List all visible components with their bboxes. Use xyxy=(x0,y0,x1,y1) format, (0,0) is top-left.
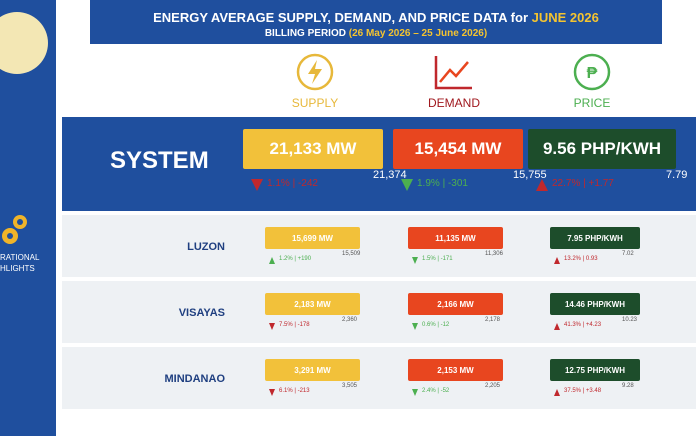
previous-value: 7.79 xyxy=(666,169,688,181)
previous-value: 11,306 xyxy=(485,251,503,257)
value-box: 2,153 MW xyxy=(408,359,503,381)
previous-value: 9.28 xyxy=(622,383,634,389)
previous-value: 10.23 xyxy=(622,317,638,323)
change-text: 0.6% | -12 xyxy=(422,322,450,328)
change-text: 1.1% | -242 xyxy=(267,178,318,189)
trend-arrow xyxy=(412,389,418,396)
change-text: 37.5% | +3.48 xyxy=(564,388,602,394)
value-box: 7.95 PHP/KWH xyxy=(550,227,640,249)
column-header: SUPPLY xyxy=(291,96,339,110)
value-box: 21,133 MW xyxy=(243,129,383,169)
change-text: 22.7% | +1.77 xyxy=(552,178,614,189)
logo xyxy=(0,12,48,74)
row-label: SYSTEM xyxy=(110,147,209,174)
change-text: 6.1% | -213 xyxy=(279,388,310,394)
change-text: 1.5% | -171 xyxy=(422,256,453,262)
column-header: PRICE xyxy=(573,96,611,110)
trend-arrow xyxy=(536,179,548,191)
value-box: 12.75 PHP/KWH xyxy=(550,359,640,381)
trend-arrow xyxy=(269,389,275,396)
change-text: 13.2% | 0.93 xyxy=(564,256,598,262)
previous-value: 15,755 xyxy=(513,169,547,181)
sidebar-text: RATIONAL HLIGHTS xyxy=(0,252,56,274)
value-box: 15,454 MW xyxy=(393,129,523,169)
trend-arrow xyxy=(412,257,418,264)
sidebar-line: HLIGHTS xyxy=(0,264,35,273)
trend-arrow xyxy=(412,323,418,330)
previous-value: 2,360 xyxy=(342,317,358,323)
sidebar-line: RATIONAL xyxy=(0,253,40,262)
supply-icon xyxy=(296,53,334,91)
value-box: 2,183 MW xyxy=(265,293,360,315)
price-icon: ₱ xyxy=(573,53,611,91)
previous-value: 2,178 xyxy=(485,317,501,323)
value-box: 15,699 MW xyxy=(265,227,360,249)
value-box: 14.46 PHP/KWH xyxy=(550,293,640,315)
previous-value: 21,374 xyxy=(373,169,407,181)
trend-arrow xyxy=(251,179,263,191)
change-text: 7.5% | -178 xyxy=(279,322,310,328)
trend-arrow xyxy=(269,323,275,330)
gear-icon xyxy=(2,215,27,244)
subtitle: BILLING PERIOD xyxy=(264,28,346,39)
previous-value: 3,505 xyxy=(342,383,358,389)
trend-arrow xyxy=(401,179,413,191)
title-line: ENERGY AVERAGE SUPPLY, DEMAND, AND PRICE… xyxy=(90,10,662,25)
change-text: 41.3% | +4.23 xyxy=(564,322,602,328)
value-box: 11,135 MW xyxy=(408,227,503,249)
change-text: 1.9% | -301 xyxy=(417,178,468,189)
trend-arrow xyxy=(554,389,560,396)
value-box: 9.56 PHP/KWH xyxy=(528,129,676,169)
previous-value: 7.02 xyxy=(622,251,634,257)
trend-arrow xyxy=(554,257,560,264)
subtitle-highlight: (26 May 2026 – 25 June 2026) xyxy=(348,28,488,39)
title: ENERGY AVERAGE SUPPLY, DEMAND, AND PRICE… xyxy=(153,10,529,25)
subtitle-line: BILLING PERIOD (26 May 2026 – 25 June 20… xyxy=(90,28,662,39)
change-text: 1.2% | +190 xyxy=(279,256,312,262)
trend-arrow xyxy=(554,323,560,330)
row-label: MINDANAO xyxy=(164,373,226,385)
value-box: 2,166 MW xyxy=(408,293,503,315)
value-box: 3,291 MW xyxy=(265,359,360,381)
demand-icon xyxy=(434,56,472,90)
previous-value: 15,509 xyxy=(342,251,361,257)
row-label: LUZON xyxy=(187,241,225,253)
trend-arrow xyxy=(269,257,275,264)
column-header: DEMAND xyxy=(427,96,480,110)
svg-text:₱: ₱ xyxy=(587,65,598,82)
row-label: VISAYAS xyxy=(178,307,225,319)
title-band: ENERGY AVERAGE SUPPLY, DEMAND, AND PRICE… xyxy=(90,0,662,44)
previous-value: 2,205 xyxy=(485,383,501,389)
change-text: 2.4% | -52 xyxy=(422,388,450,394)
title-highlight: JUNE 2026 xyxy=(531,10,599,25)
